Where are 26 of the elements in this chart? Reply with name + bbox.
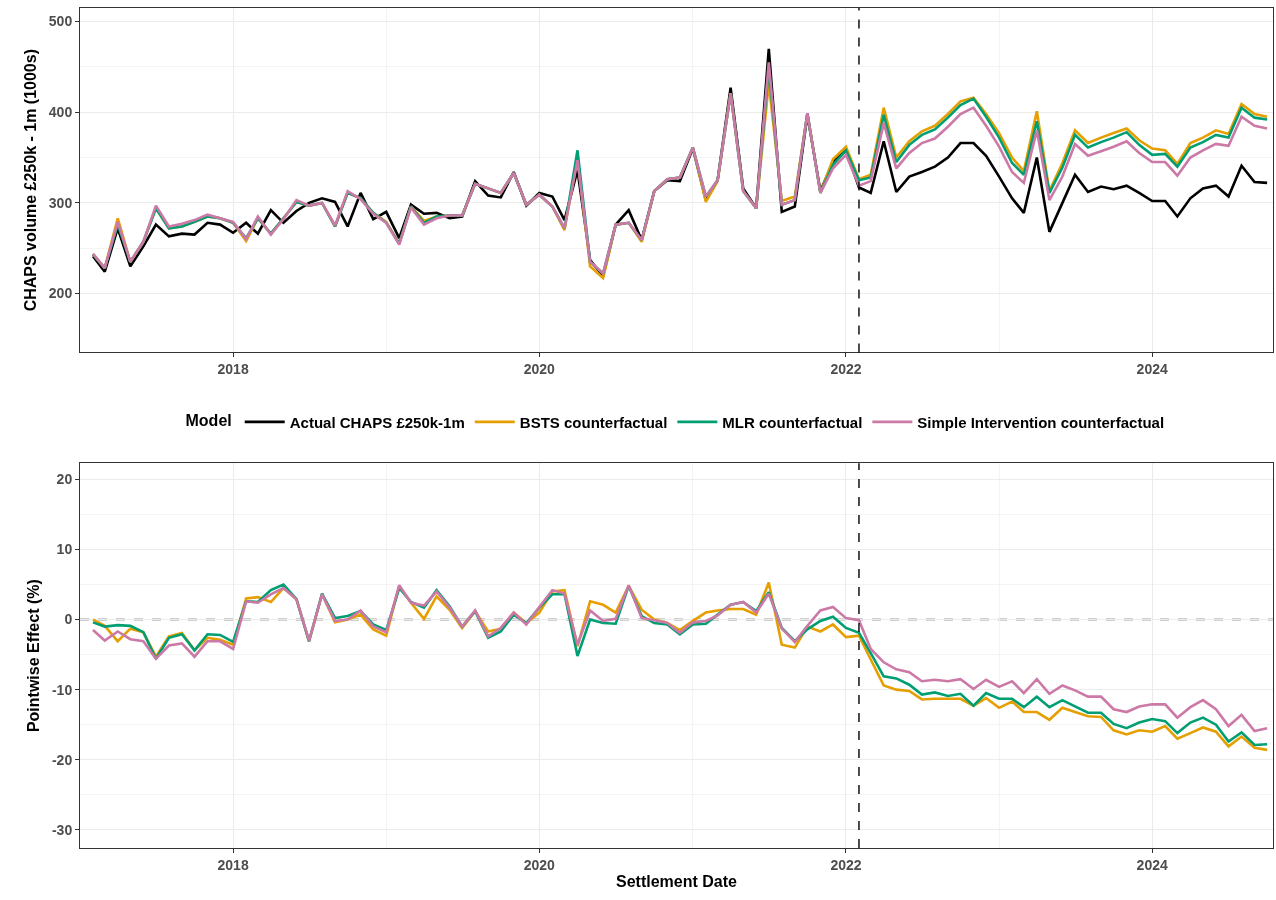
legend-label: Simple Intervention counterfactual: [917, 413, 1165, 431]
y-tick-label: -20: [51, 751, 73, 768]
x-tick-label: 2018: [217, 361, 249, 378]
legend-label: BSTS counterfactual: [519, 413, 668, 431]
y-tick-label: -10: [51, 681, 73, 698]
x-tick-label: 2022: [830, 856, 862, 873]
y-tick-label: 200: [48, 285, 73, 302]
legend-label: MLR counterfactual: [722, 413, 863, 431]
x-axis-title: Settlement Date: [616, 873, 738, 891]
legend-label: Actual CHAPS £250k-1m: [289, 413, 465, 431]
x-tick-label: 2024: [1136, 361, 1168, 378]
legend-title: Model: [185, 412, 232, 430]
x-tick-label: 2024: [1136, 856, 1168, 873]
y-tick-label: 0: [64, 611, 73, 628]
x-tick-label: 2020: [523, 856, 556, 873]
y-axis-title: CHAPS volume £250k - 1m (1000s): [21, 49, 39, 312]
y-tick-label: 10: [56, 541, 73, 558]
y-tick-label: 300: [48, 194, 73, 211]
x-tick-label: 2022: [830, 361, 862, 378]
x-tick-label: 2020: [523, 361, 556, 378]
y-tick-label: 400: [48, 104, 73, 121]
y-tick-label: 20: [56, 471, 73, 488]
y-tick-label: -30: [51, 821, 73, 838]
y-axis-title: Pointwise Effect (%): [24, 579, 42, 733]
x-tick-label: 2018: [217, 856, 249, 873]
y-tick-label: 500: [48, 13, 73, 30]
